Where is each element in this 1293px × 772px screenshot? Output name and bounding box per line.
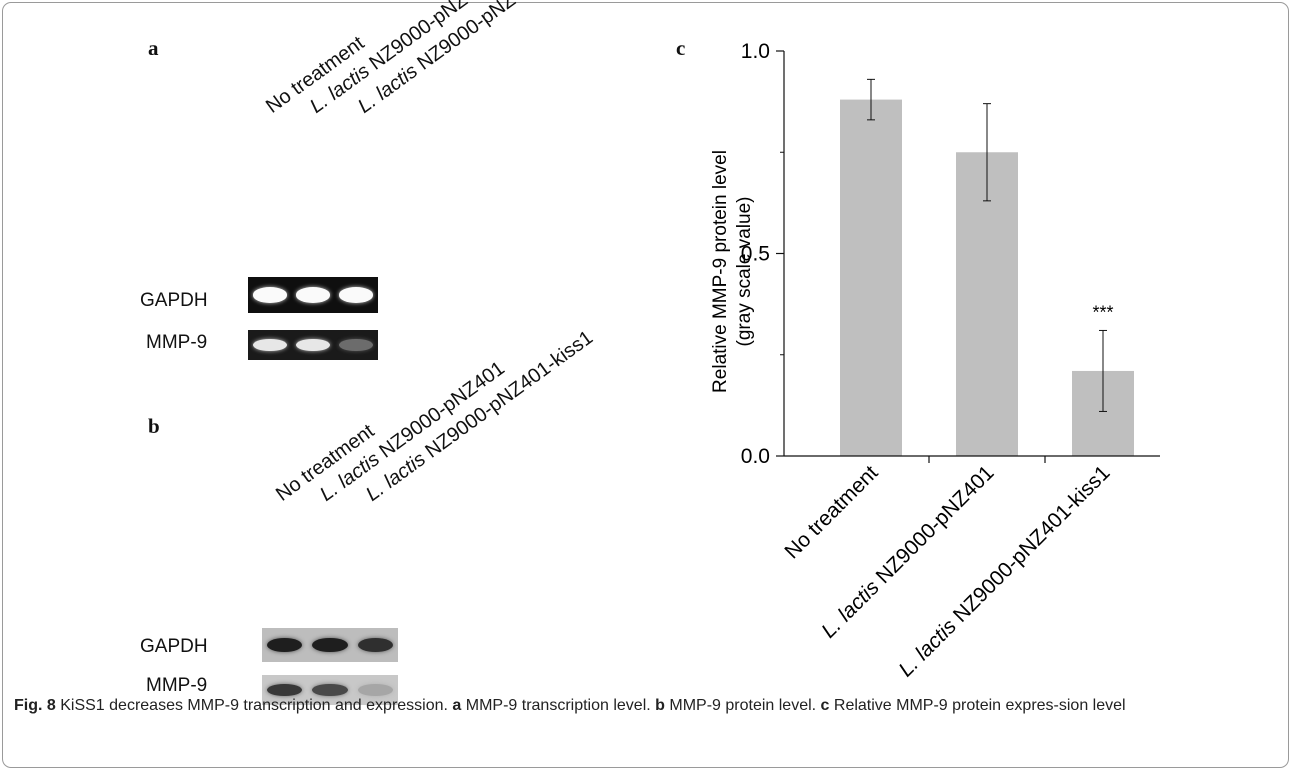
caption-fig-label: Fig. 8 (14, 697, 56, 714)
band (357, 683, 393, 697)
blot-b-mmp9 (262, 675, 398, 705)
row-label-b-mmp9: MMP-9 (146, 675, 208, 696)
blot-b-gapdh (262, 628, 398, 662)
gel-a-mmp9 (248, 330, 378, 360)
row-label-a-mmp9: MMP-9 (146, 332, 208, 353)
band (312, 683, 348, 697)
row-label-a-gapdh: GAPDH (140, 290, 208, 311)
figure-caption: Fig. 8 KiSS1 decreases MMP-9 transcripti… (14, 697, 1126, 714)
panel-letter-c: c (676, 36, 686, 60)
band (357, 637, 393, 653)
band (252, 287, 287, 303)
panel-letter-a: a (148, 36, 159, 60)
band (312, 637, 348, 653)
panel-letter-b: b (148, 414, 160, 438)
band (266, 637, 303, 653)
row-label-b-gapdh: GAPDH (140, 636, 208, 657)
band (296, 338, 330, 352)
band (252, 338, 287, 352)
band (339, 338, 374, 352)
band (296, 287, 330, 303)
gel-a-gapdh (248, 277, 378, 313)
band (339, 287, 374, 303)
band (266, 683, 303, 697)
